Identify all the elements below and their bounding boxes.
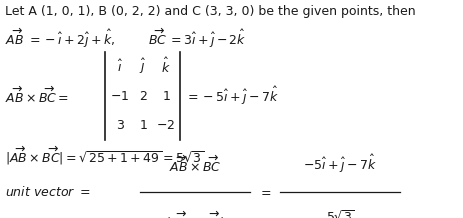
Text: $\overrightarrow{BC}$: $\overrightarrow{BC}$	[148, 28, 167, 48]
Text: $= -5\hat{\imath} + \hat{\jmath} - 7\hat{k}$: $= -5\hat{\imath} + \hat{\jmath} - 7\hat…	[185, 85, 279, 107]
Text: $-1$: $-1$	[110, 90, 130, 102]
Text: $2$: $2$	[139, 90, 147, 102]
Text: $3$: $3$	[116, 119, 125, 132]
Text: ,: ,	[403, 210, 407, 218]
Text: $-2$: $-2$	[156, 119, 175, 132]
Text: $\hat{\jmath}$: $\hat{\jmath}$	[139, 57, 147, 76]
Text: $\overrightarrow{AB}$: $\overrightarrow{AB}$	[5, 28, 24, 48]
Text: $= -\hat{\imath} + 2\hat{\jmath} + \hat{k},$: $= -\hat{\imath} + 2\hat{\jmath} + \hat{…	[27, 28, 115, 50]
Text: $=$: $=$	[258, 186, 272, 199]
Text: $= 3\hat{\imath} + \hat{\jmath} - 2\hat{k}$: $= 3\hat{\imath} + \hat{\jmath} - 2\hat{…	[168, 28, 246, 50]
Text: $1$: $1$	[162, 90, 170, 102]
Text: unit vector $=$: unit vector $=$	[5, 185, 90, 199]
Text: $|\overrightarrow{AB} \times \overrightarrow{BC}|$: $|\overrightarrow{AB} \times \overrighta…	[166, 210, 224, 218]
Text: $\overrightarrow{AB} \times \overrightarrow{BC}$$=$: $\overrightarrow{AB} \times \overrightar…	[5, 86, 69, 106]
Text: $1$: $1$	[138, 119, 147, 132]
Text: $|\overrightarrow{AB} \times \overrightarrow{BC}|$$= \sqrt{25 + 1 + 49} = 5\sqrt: $|\overrightarrow{AB} \times \overrighta…	[5, 145, 205, 167]
Text: $5\sqrt{3}$: $5\sqrt{3}$	[325, 210, 355, 218]
Text: Let A (1, 0, 1), B (0, 2, 2) and C (3, 3, 0) be the given points, then: Let A (1, 0, 1), B (0, 2, 2) and C (3, 3…	[5, 5, 416, 18]
Text: $\hat{\imath}$: $\hat{\imath}$	[117, 59, 123, 75]
Text: $\overrightarrow{AB} \times \overrightarrow{BC}$: $\overrightarrow{AB} \times \overrightar…	[169, 155, 221, 175]
Text: $-5\hat{\imath} + \hat{\jmath} - 7\hat{k}$: $-5\hat{\imath} + \hat{\jmath} - 7\hat{k…	[303, 153, 377, 175]
Text: $\hat{k}$: $\hat{k}$	[161, 57, 171, 76]
